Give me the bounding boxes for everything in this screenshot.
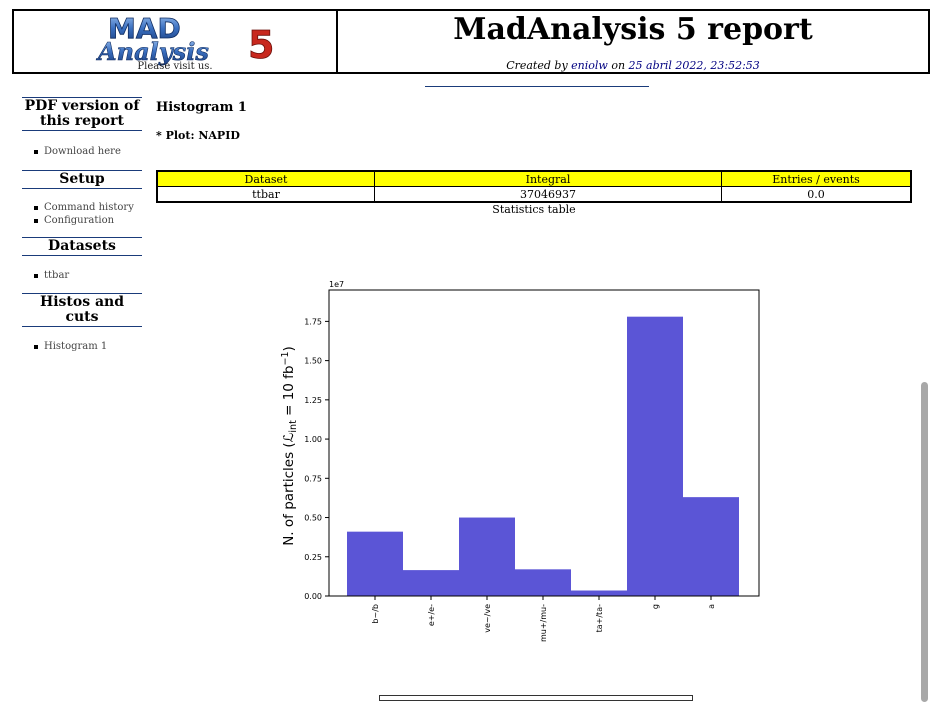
sidebar-list-pdf: Download here [22,145,142,158]
logo-mad: MAD [108,14,181,45]
y-tick-label: 0.75 [304,474,322,483]
table-header-integral: Integral [374,170,722,187]
bar-0 [347,531,403,596]
header-divider [425,86,649,87]
chart-bars [347,316,739,596]
x-tick-label: mu+/mu- [539,604,548,642]
logo-cell: MAD Analysis 5 Please visit us. [14,11,338,72]
report-header: MAD Analysis 5 Please visit us. MadAnaly… [12,9,930,74]
bar-1 [403,570,459,596]
report-date: 25 abril 2022, 23:52:53 [628,59,760,72]
sidebar-item-download[interactable]: Download here [34,145,142,158]
sidebar-item-configuration[interactable]: Configuration [34,214,142,227]
table-header-entries: Entries / events [721,170,912,187]
plot-label: * Plot: NAPID [156,129,240,142]
x-tick-label: ta+/ta- [595,604,604,632]
y-tick-label: 1.50 [304,357,322,366]
vertical-scrollbar[interactable] [919,86,931,716]
bar-4 [571,590,627,596]
x-tick-label: b~/b [371,604,380,624]
table-header-row: Dataset Integral Entries / events [156,170,912,187]
x-axis-ticks: b~/b e+/e-ve~/ve mu+/mu-ta+/ta-g a [371,596,716,642]
sidebar-item-command-history[interactable]: Command history [34,201,142,214]
bar-5 [627,316,683,596]
x-tick-label: e+/e- [427,604,436,626]
sidebar-section-pdf: PDF version of this report [22,97,142,131]
sidebar-list-setup: Command history Configuration [22,201,142,227]
x-tick-label: ve~/ve [483,604,492,633]
created-mid: on [607,59,629,72]
bottom-frame [379,695,693,701]
created-prefix: Created by [506,59,572,72]
visit-text: Please visit us. [137,61,213,72]
created-line: Created by eniolw on 25 abril 2022, 23:5… [338,59,928,72]
bar-6 [683,497,739,596]
page-title: MadAnalysis 5 report [453,12,813,47]
sidebar: PDF version of this report Download here… [22,97,142,353]
y-tick-label: 1.00 [304,435,322,444]
bar-2 [459,517,515,596]
table-row: ttbar 37046937 0.0 [156,186,912,203]
y-axis-label: N. of particles (ℒint = 10 fb−1) [280,346,299,546]
sidebar-list-histos: Histogram 1 [22,340,142,353]
y-scale-label: 1e7 [329,280,344,289]
plot-frame [328,289,760,597]
x-tick-label: a [707,604,716,609]
sidebar-section-datasets: Datasets [22,237,142,256]
sidebar-list-datasets: ttbar [22,269,142,282]
table-cell-dataset: ttbar [156,186,375,203]
y-axis-ticks: 0.00 0.25 0.50 0.75 1.00 1.25 1.50 1.75 [304,317,329,601]
logo-analysis: Analysis [96,37,209,66]
sidebar-item-ttbar[interactable]: ttbar [34,269,142,282]
table-cell-entries: 0.0 [721,186,912,203]
logo-number: 5 [248,23,274,66]
table-header-dataset: Dataset [156,170,375,187]
y-tick-label: 1.25 [304,396,322,405]
sidebar-item-histogram-1[interactable]: Histogram 1 [34,340,142,353]
sidebar-section-histos: Histos and cuts [22,293,142,327]
y-tick-label: 0.50 [304,514,322,523]
madanalysis-logo[interactable]: MAD Analysis 5 [94,14,274,66]
y-tick-label: 0.00 [304,592,322,601]
author-link[interactable]: eniolw [571,59,608,72]
y-tick-label: 1.75 [304,317,322,326]
x-tick-label: g [651,604,660,609]
bar-3 [515,569,571,596]
histogram-chart: 0.00 0.25 0.50 0.75 1.00 1.25 1.50 1.75 b~/b e+/… [280,280,760,642]
table-cell-integral: 37046937 [374,186,722,203]
sidebar-section-setup: Setup [22,170,142,189]
scrollbar-thumb[interactable] [921,382,928,702]
y-tick-label: 0.25 [304,553,322,562]
histogram-heading: Histogram 1 [156,100,247,115]
statistics-table: Dataset Integral Entries / events ttbar … [156,170,912,203]
table-caption: Statistics table [492,203,576,216]
title-cell: MadAnalysis 5 report Created by eniolw o… [338,11,928,72]
